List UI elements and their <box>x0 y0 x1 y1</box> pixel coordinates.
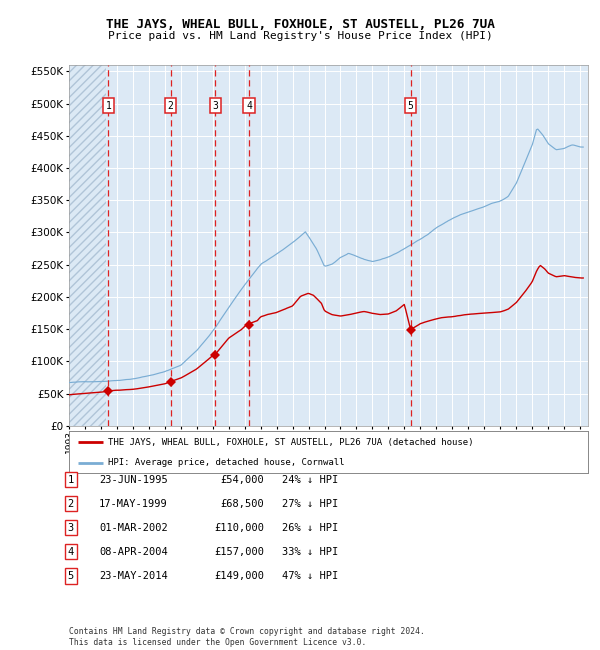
Text: £68,500: £68,500 <box>220 499 264 509</box>
Text: 27% ↓ HPI: 27% ↓ HPI <box>282 499 338 509</box>
Text: £54,000: £54,000 <box>220 474 264 485</box>
Text: 01-MAR-2002: 01-MAR-2002 <box>99 523 168 533</box>
Text: 17-MAY-1999: 17-MAY-1999 <box>99 499 168 509</box>
Text: 5: 5 <box>407 101 413 111</box>
Text: 47% ↓ HPI: 47% ↓ HPI <box>282 571 338 581</box>
Text: 5: 5 <box>68 571 74 581</box>
Text: Contains HM Land Registry data © Crown copyright and database right 2024.
This d: Contains HM Land Registry data © Crown c… <box>69 627 425 647</box>
Text: 1: 1 <box>68 474 74 485</box>
Text: £110,000: £110,000 <box>214 523 264 533</box>
Text: 23-JUN-1995: 23-JUN-1995 <box>99 474 168 485</box>
Text: 2: 2 <box>168 101 173 111</box>
Text: 33% ↓ HPI: 33% ↓ HPI <box>282 547 338 557</box>
Text: 4: 4 <box>246 101 252 111</box>
Text: THE JAYS, WHEAL BULL, FOXHOLE, ST AUSTELL, PL26 7UA (detached house): THE JAYS, WHEAL BULL, FOXHOLE, ST AUSTEL… <box>108 438 473 447</box>
Text: 4: 4 <box>68 547 74 557</box>
Text: HPI: Average price, detached house, Cornwall: HPI: Average price, detached house, Corn… <box>108 458 344 467</box>
Text: Price paid vs. HM Land Registry's House Price Index (HPI): Price paid vs. HM Land Registry's House … <box>107 31 493 42</box>
Text: £149,000: £149,000 <box>214 571 264 581</box>
Text: 24% ↓ HPI: 24% ↓ HPI <box>282 474 338 485</box>
Text: 3: 3 <box>212 101 218 111</box>
Text: 3: 3 <box>68 523 74 533</box>
Text: 2: 2 <box>68 499 74 509</box>
Text: 1: 1 <box>106 101 112 111</box>
Text: 23-MAY-2014: 23-MAY-2014 <box>99 571 168 581</box>
Text: 26% ↓ HPI: 26% ↓ HPI <box>282 523 338 533</box>
Text: THE JAYS, WHEAL BULL, FOXHOLE, ST AUSTELL, PL26 7UA: THE JAYS, WHEAL BULL, FOXHOLE, ST AUSTEL… <box>106 18 494 31</box>
Bar <box>69 65 106 426</box>
Text: £157,000: £157,000 <box>214 547 264 557</box>
Text: 08-APR-2004: 08-APR-2004 <box>99 547 168 557</box>
